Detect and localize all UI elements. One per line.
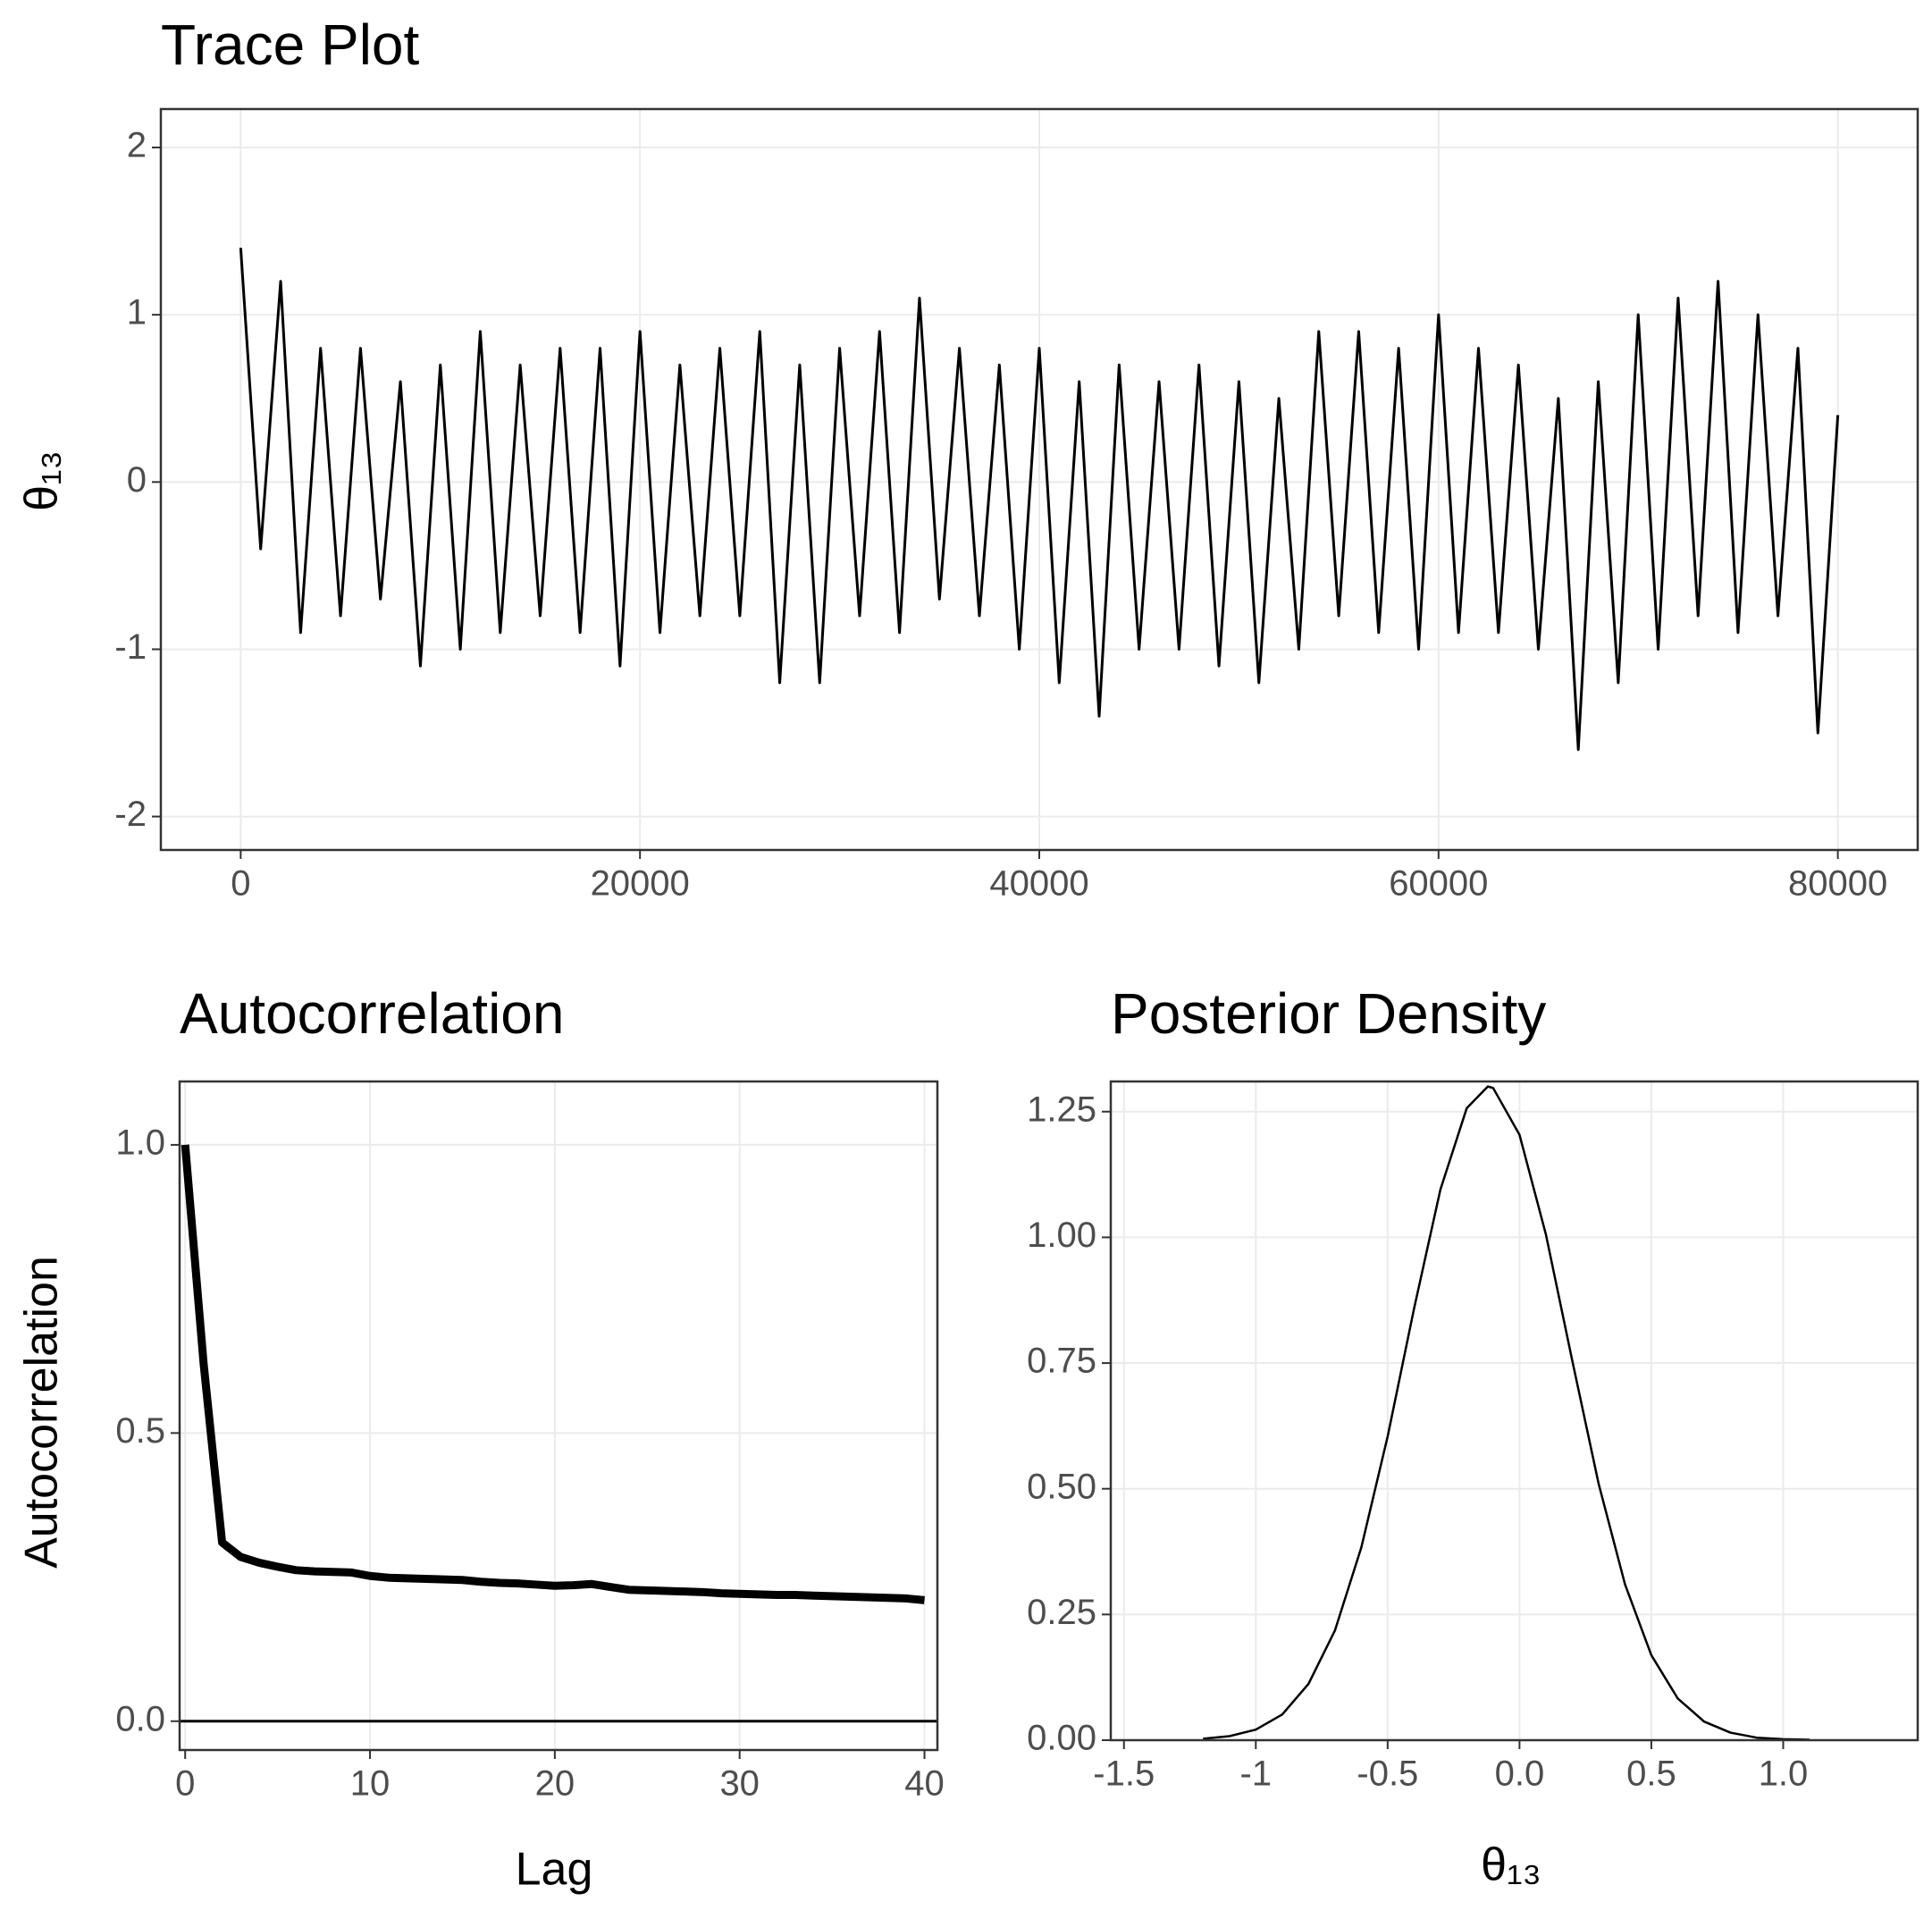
y-tick-label: 0.50 [1027, 1467, 1096, 1506]
x-tick-label: 0 [231, 864, 250, 904]
data-line [1203, 1085, 1810, 1741]
x-tick-label: 20 [535, 1764, 575, 1804]
x-axis-title: Lag [516, 1844, 593, 1896]
y-tick-label: 2 [127, 126, 147, 165]
data-line [181, 1144, 925, 1604]
x-tick-label: 0.5 [1626, 1754, 1676, 1794]
x-tick-label: -1 [1240, 1754, 1273, 1794]
y-tick-label: 1.0 [115, 1123, 165, 1162]
y-tick-label: 0 [127, 460, 147, 500]
x-tick-label: 10 [350, 1764, 391, 1804]
panel-title: Trace Plot [161, 13, 420, 77]
x-tick-label: 1.0 [1759, 1754, 1809, 1794]
y-tick-label: 0.75 [1027, 1342, 1096, 1381]
y-axis-title: θ₁₃ [16, 450, 68, 511]
y-axis-title: Autocorrelation [16, 1256, 68, 1569]
data-line [239, 248, 1840, 752]
x-tick-label: 0.0 [1495, 1754, 1545, 1794]
y-tick-label: 1.00 [1027, 1216, 1096, 1255]
y-tick-label: 0.00 [1027, 1719, 1096, 1758]
y-tick-label: -1 [114, 627, 147, 667]
panel-title: Posterior Density [1111, 981, 1546, 1046]
y-tick-label: 1.25 [1027, 1090, 1096, 1129]
x-tick-label: 60000 [1389, 864, 1488, 904]
x-tick-label: 20000 [591, 864, 690, 904]
x-tick-label: 40 [904, 1764, 945, 1804]
y-tick-label: 1 [127, 293, 147, 332]
x-tick-label: 40000 [989, 864, 1088, 904]
panel-border [1109, 1080, 1919, 1742]
x-tick-label: 80000 [1788, 864, 1887, 904]
y-tick-label: 0.25 [1027, 1593, 1096, 1632]
x-axis-title: θ₁₃ [1481, 1839, 1541, 1891]
x-tick-label: -0.5 [1357, 1754, 1418, 1794]
x-tick-label: 30 [719, 1764, 760, 1804]
x-tick-label: -1.5 [1093, 1754, 1155, 1794]
panel-border [159, 107, 1919, 852]
y-tick-label: -2 [114, 795, 147, 834]
y-tick-label: 0.5 [115, 1411, 165, 1451]
y-tick-label: 0.0 [115, 1699, 165, 1738]
panel-border [178, 1080, 939, 1752]
x-tick-label: 0 [175, 1764, 195, 1804]
panel-title: Autocorrelation [180, 981, 564, 1046]
